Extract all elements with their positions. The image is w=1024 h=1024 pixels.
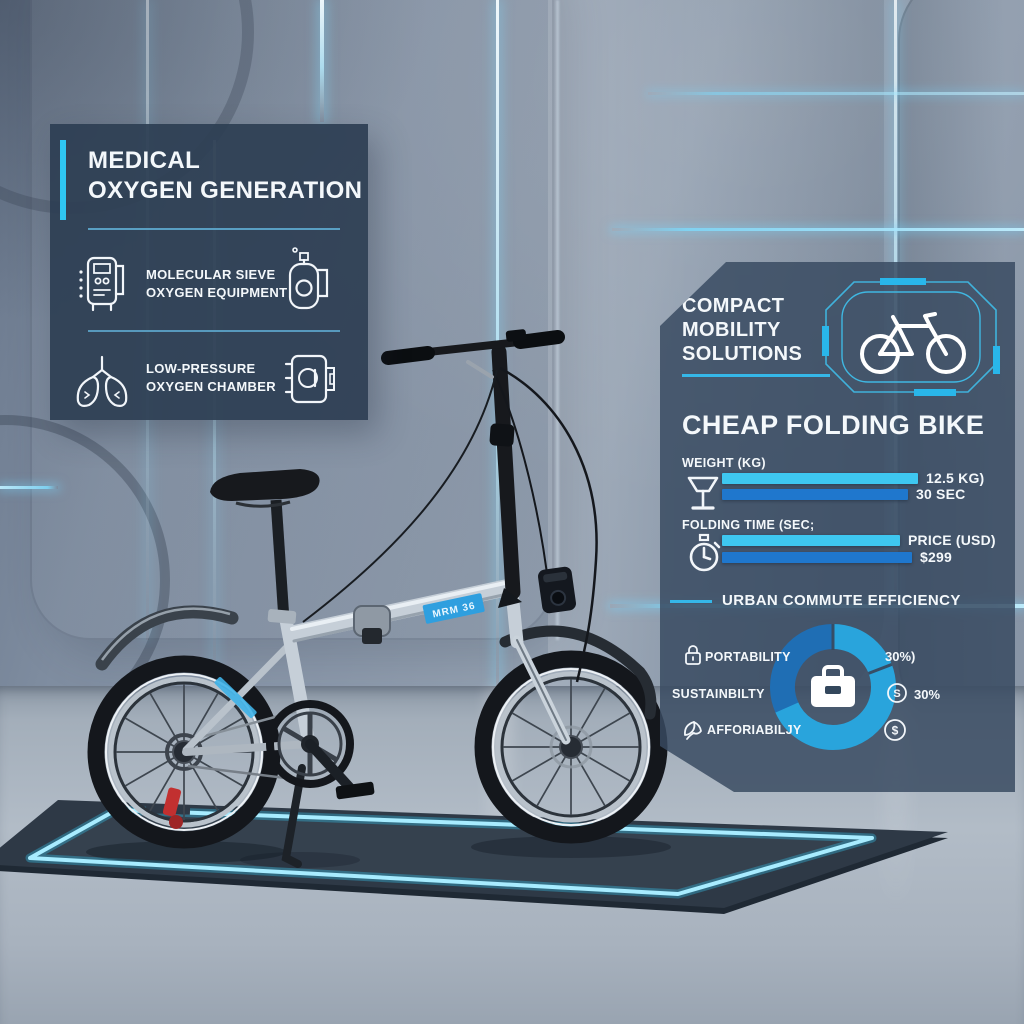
seat-tube-decal — [214, 677, 257, 719]
front-light — [538, 566, 576, 614]
crankset — [266, 700, 375, 868]
spec-bar — [722, 473, 918, 484]
medical-oxygen-panel: MEDICAL OXYGEN GENERATION MOLECULAR SIEV… — [50, 124, 368, 420]
rear-mudguard — [95, 605, 239, 671]
spec-bar-value: PRICE (USD) — [908, 532, 996, 548]
title-line: OXYGEN GENERATION — [88, 177, 363, 205]
padlock-icon — [683, 644, 703, 666]
spec-label-weight: WEIGHT (KG) — [682, 456, 766, 470]
spec-bar-value: 12.5 KG) — [926, 470, 985, 486]
item-label: MOLECULAR SIEVE OXYGEN EQUIPMENT — [146, 267, 288, 300]
product-title: CHEAP FOLDING BIKE — [682, 410, 985, 440]
metric-label-portability: PORTABILITY — [705, 650, 791, 664]
panel-item-low-pressure: LOW-PRESSURE OXYGEN CHAMBER — [50, 338, 368, 426]
dollar-circle-icon: S — [886, 682, 908, 704]
metric-label-affordability: AFFORIABILJY — [707, 723, 802, 737]
spec-bar-row: 30 SEC — [722, 488, 965, 500]
weight-scale-icon — [684, 470, 722, 514]
saddle — [210, 469, 320, 624]
stopwatch-icon — [684, 530, 724, 574]
dollar-circle-icon: $ — [883, 718, 907, 742]
panel-accent-bar — [60, 140, 66, 220]
right-panel-title: COMPACT MOBILITY SOLUTIONS — [682, 295, 803, 365]
title-underline — [88, 228, 340, 230]
leaf-icon — [682, 717, 704, 741]
oxygen-cylinder-icon — [282, 246, 334, 316]
title-line: MEDICAL — [88, 147, 201, 174]
briefcase-icon — [811, 667, 855, 707]
neon-horizontal-light — [648, 92, 1024, 95]
bicycle-icon — [818, 274, 1004, 400]
metric-label-sustainability: SUSTAINBILTY — [672, 687, 765, 701]
panel-divider — [88, 330, 340, 332]
front-wheel — [483, 659, 659, 835]
metric-value: 30%) — [885, 649, 916, 664]
wall-column-edge-highlight — [556, 0, 559, 640]
spec-bar — [722, 552, 912, 563]
item-label: LOW-PRESSURE OXYGEN CHAMBER — [146, 361, 276, 394]
lungs-icon — [72, 354, 132, 410]
svg-text:S: S — [893, 688, 900, 700]
panel-item-molecular-sieve: MOLECULAR SIEVE OXYGEN EQUIPMENT — [50, 240, 368, 328]
section-dash — [670, 600, 712, 603]
efficiency-section-title: URBAN COMMUTE EFFICIENCY — [722, 592, 961, 609]
neon-horizontal-light — [612, 228, 1024, 231]
compact-mobility-panel: COMPACT MOBILITY SOLUTIONS — [660, 262, 1015, 792]
metric-value: 30% — [914, 687, 941, 702]
frame-decal: MRM 36 — [422, 593, 485, 624]
left-panel-title: MEDICAL OXYGEN GENERATION — [88, 146, 362, 206]
commute-efficiency-donut-chart — [769, 623, 897, 751]
spec-bar-value: 30 SEC — [916, 486, 966, 502]
spec-bar-row: 12.5 KG) — [722, 472, 984, 484]
spec-bar-row: $299 — [722, 551, 952, 563]
spec-label-folding-time: FOLDING TIME (SEC; — [682, 518, 815, 532]
oxygen-concentrator-icon — [76, 250, 130, 316]
spec-bar — [722, 489, 908, 500]
spec-bar-row: PRICE (USD) — [722, 534, 996, 546]
title-underline — [682, 374, 830, 377]
svg-text:$: $ — [892, 724, 899, 738]
hyperbaric-chamber-icon — [282, 350, 338, 410]
handlebar-assembly — [302, 329, 598, 683]
front-mudguard — [499, 625, 657, 720]
spec-bar — [722, 535, 900, 546]
neon-vertical-light — [320, 0, 324, 122]
spec-bar-value: $299 — [920, 549, 952, 565]
